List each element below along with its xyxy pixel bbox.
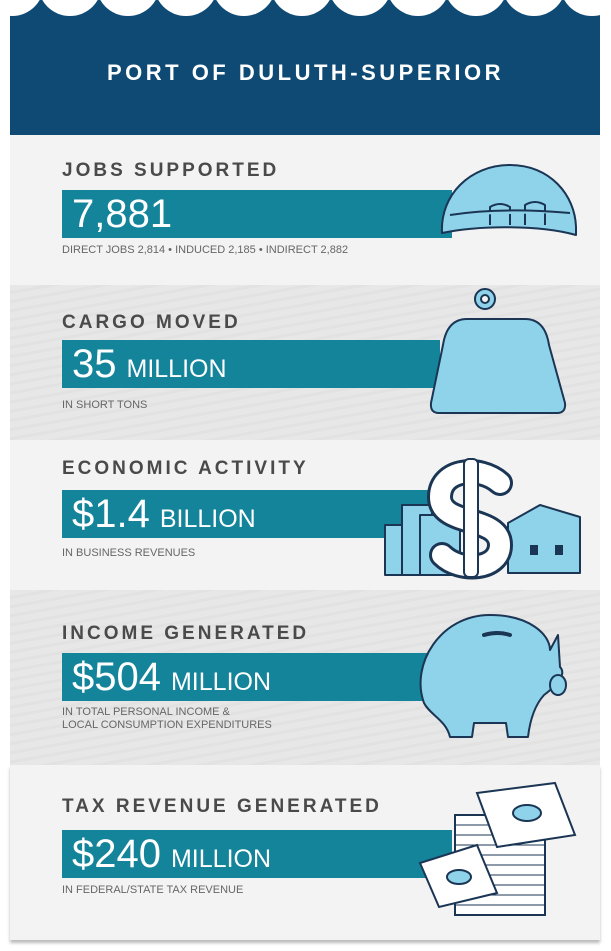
section-heading: JOBS SUPPORTED bbox=[62, 160, 280, 181]
section-value: 35 MILLION bbox=[72, 340, 227, 393]
value-bar bbox=[62, 830, 452, 878]
section-heading: INCOME GENERATED bbox=[62, 623, 310, 644]
value-number: 35 bbox=[72, 342, 117, 386]
section-heading: ECONOMIC ACTIVITY bbox=[62, 458, 309, 479]
section-note: IN SHORT TONS bbox=[62, 399, 147, 412]
header-bg bbox=[0, 0, 611, 135]
value-bar bbox=[62, 190, 452, 238]
note-line: IN BUSINESS REVENUES bbox=[62, 547, 196, 559]
section-note: IN FEDERAL/STATE TAX REVENUE bbox=[62, 884, 243, 897]
note-line: LOCAL CONSUMPTION EXPENDITURES bbox=[62, 719, 272, 731]
value-bar bbox=[62, 340, 440, 388]
section-value: $504 MILLION bbox=[72, 653, 271, 706]
section-value: $240 MILLION bbox=[72, 830, 271, 883]
section-note: IN TOTAL PERSONAL INCOME & LOCAL CONSUMPT… bbox=[62, 706, 272, 732]
section-value: 7,881 bbox=[72, 190, 172, 238]
value-number: 7,881 bbox=[72, 192, 173, 236]
value-unit: MILLION bbox=[170, 668, 272, 696]
hard-hat-icon bbox=[440, 164, 577, 236]
note-line: DIRECT JOBS 2,814 • INDUCED 2,185 • INDI… bbox=[62, 244, 349, 256]
header-title: PORT OF DULUTH-SUPERIOR bbox=[106, 60, 505, 85]
value-number: $240 bbox=[72, 832, 161, 876]
value-bar bbox=[62, 653, 432, 701]
dollar-buildings-icon bbox=[384, 458, 581, 580]
value-unit: MILLION bbox=[170, 845, 272, 873]
note-line: IN TOTAL PERSONAL INCOME & bbox=[62, 706, 230, 718]
section-value: $1.4 BILLION bbox=[72, 490, 256, 543]
section-heading: CARGO MOVED bbox=[62, 312, 241, 333]
note-line: IN FEDERAL/STATE TAX REVENUE bbox=[62, 884, 244, 896]
section-note: DIRECT JOBS 2,814 • INDUCED 2,185 • INDI… bbox=[62, 244, 348, 257]
piggy-bank-icon bbox=[419, 614, 567, 738]
weight-icon bbox=[429, 288, 567, 414]
header-panel bbox=[10, 0, 600, 135]
section-note: IN BUSINESS REVENUES bbox=[62, 547, 195, 560]
note-line: IN SHORT TONS bbox=[62, 399, 148, 411]
value-unit: BILLION bbox=[159, 505, 256, 533]
value-unit: MILLION bbox=[126, 355, 227, 383]
value-number: $504 bbox=[72, 655, 161, 699]
scallops bbox=[0, 0, 611, 16]
section-heading: TAX REVENUE GENERATED bbox=[62, 796, 382, 817]
money-stack-icon bbox=[418, 781, 577, 916]
value-number: $1.4 bbox=[72, 492, 150, 536]
